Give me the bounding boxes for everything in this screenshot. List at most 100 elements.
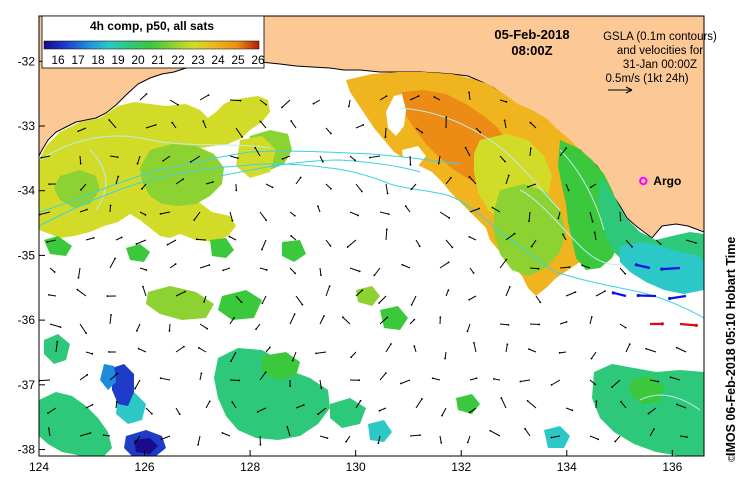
velocity-arrow-head — [604, 290, 606, 293]
velocity-arrow-head — [230, 360, 232, 363]
velocity-arrow-head — [40, 156, 43, 159]
velocity-arrow — [415, 239, 421, 247]
velocity-arrow-head — [85, 332, 87, 335]
y-axis: -32 -33 -34 -35 -36 -37 -38 — [18, 54, 45, 457]
velocity-arrow-head — [102, 434, 105, 436]
velocity-arrow — [535, 295, 541, 303]
velocity-arrow-head — [135, 329, 138, 332]
velocity-arrow — [345, 435, 351, 442]
velocity-arrow-head — [478, 207, 481, 210]
velocity-arrow-head — [567, 189, 570, 192]
velocity-arrow-head — [472, 272, 475, 274]
velocity-arrow-head — [290, 235, 293, 237]
velocity-arrow — [468, 92, 471, 101]
velocity-arrow — [55, 341, 58, 353]
y-tick-label: -33 — [18, 119, 36, 133]
velocity-arrow — [259, 211, 267, 221]
velocity-arrow-head — [195, 238, 198, 241]
velocity-arrow-head — [550, 436, 553, 439]
velocity-arrow-head — [264, 371, 267, 374]
velocity-arrow-head — [528, 220, 530, 223]
x-tick-label: 132 — [451, 460, 471, 474]
velocity-arrow — [378, 295, 387, 304]
velocity-arrow — [229, 99, 241, 102]
velocity-arrow-head — [694, 323, 698, 327]
velocity-arrow — [504, 120, 507, 129]
velocity-arrow-head — [200, 372, 203, 375]
velocity-arrow-head — [197, 443, 199, 446]
velocity-arrow — [350, 351, 357, 358]
velocity-arrow-head — [145, 269, 148, 271]
velocity-arrow — [379, 372, 387, 381]
velocity-arrow-head — [294, 272, 297, 275]
velocity-arrow-head — [316, 205, 319, 208]
x-axis: 124 126 128 130 132 134 136 — [29, 450, 683, 474]
velocity-arrow — [670, 376, 681, 381]
velocity-arrow — [108, 119, 117, 129]
velocity-arrow — [465, 147, 471, 157]
velocity-arrow — [325, 286, 331, 297]
velocity-arrow-head — [675, 346, 678, 349]
velocity-arrow-head — [116, 372, 119, 375]
velocity-arrow — [469, 208, 480, 213]
velocity-arrow — [385, 343, 392, 353]
velocity-arrow-head — [269, 346, 271, 349]
velocity-arrow — [259, 371, 267, 381]
velocity-arrow-head — [48, 294, 50, 296]
velocity-arrow-head — [624, 272, 627, 275]
velocity-arrow-head — [468, 298, 471, 301]
velocity-arrow — [169, 99, 179, 106]
velocity-arrow — [160, 211, 171, 215]
colorbar: 4h comp, p50, all sats 16 17 18 19 20 21 22 23 2… — [41, 15, 265, 69]
velocity-arrow — [265, 183, 273, 188]
velocity-arrow-head — [647, 412, 650, 415]
velocity-arrow — [432, 377, 441, 381]
velocity-arrow — [292, 351, 297, 361]
velocity-arrow — [661, 266, 681, 271]
velocity-arrow — [261, 239, 267, 250]
velocity-arrow-head — [290, 120, 293, 122]
velocity-arrow — [355, 124, 364, 129]
velocity-arrow-head — [208, 400, 211, 403]
velocity-arrow — [79, 323, 87, 334]
velocity-arrow — [316, 351, 327, 354]
velocity-arrow — [402, 264, 411, 269]
velocity-arrow — [528, 211, 531, 222]
velocity-arrow-head — [358, 270, 361, 273]
velocity-arrow-head — [597, 438, 600, 441]
velocity-arrow — [168, 323, 171, 331]
velocity-arrow-head — [468, 235, 471, 238]
velocity-arrow — [290, 235, 297, 241]
velocity-arrow — [259, 99, 267, 106]
velocity-arrow — [282, 155, 291, 160]
velocity-arrow-head — [660, 267, 664, 271]
velocity-arrow-head — [178, 413, 181, 416]
velocity-arrow-head — [236, 157, 239, 160]
x-tick-label: 136 — [662, 460, 682, 474]
velocity-arrow — [439, 211, 450, 219]
velocity-arrow — [229, 155, 238, 159]
velocity-arrow — [355, 400, 361, 409]
velocity-arrow-head — [59, 326, 62, 329]
velocity-arrow — [197, 435, 201, 445]
velocity-arrow-head — [503, 119, 506, 122]
velocity-arrow — [619, 323, 626, 329]
velocity-arrow — [139, 211, 146, 216]
velocity-arrow-head — [47, 412, 49, 415]
velocity-arrow-head — [281, 106, 283, 109]
velocity-arrow-head — [440, 441, 443, 444]
velocity-arrow-head — [466, 330, 469, 333]
x-tick-label: 130 — [346, 460, 366, 474]
velocity-arrow-head — [202, 120, 205, 122]
velocity-arrow — [649, 428, 655, 437]
velocity-arrow-head — [203, 300, 205, 303]
velocity-arrow — [257, 407, 267, 413]
velocity-arrow — [636, 263, 651, 270]
argo-label: Argo — [653, 174, 681, 188]
velocity-arrow-head — [581, 264, 584, 267]
velocity-arrow-head — [657, 380, 660, 383]
velocity-arrow — [145, 124, 156, 129]
velocity-arrow — [415, 398, 423, 409]
velocity-arrow-head — [193, 219, 196, 221]
